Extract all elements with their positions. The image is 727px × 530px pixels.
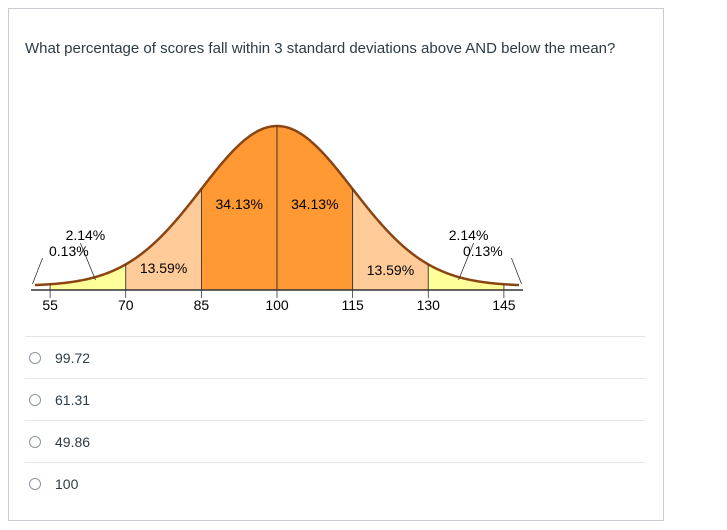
question-card: What percentage of scores fall within 3 … — [8, 8, 664, 521]
x-tick-label-115: 115 — [341, 297, 364, 313]
x-tick-label-145: 145 — [492, 297, 516, 313]
radio-button[interactable] — [29, 477, 41, 490]
radio-button[interactable] — [29, 435, 41, 448]
chart-svg: 55 70 85 100 115 130 145 2.14% 13.59% 34.13% 34.13… — [31, 124, 523, 313]
answer-label: 100 — [55, 475, 79, 492]
radio-button[interactable] — [29, 351, 41, 364]
radio-button[interactable] — [29, 393, 41, 406]
answer-label: 61.31 — [55, 391, 91, 408]
answer-list: 99.72 61.31 49.86 100 — [25, 336, 645, 504]
tail-label-right: 0.13% — [463, 243, 503, 259]
region-1 — [49, 263, 127, 291]
region-label-3: 34.13% — [215, 196, 262, 212]
answer-option-3[interactable]: 49.86 — [25, 420, 645, 462]
region-label-6: 2.14% — [449, 227, 489, 243]
normal-distribution-chart: 55 70 85 100 115 130 145 2.14% 13.59% 34.13% 34.13… — [9, 108, 665, 328]
pointer-left-tail — [32, 257, 43, 285]
answer-option-2[interactable]: 61.31 — [25, 378, 645, 420]
region-label-2: 13.59% — [140, 260, 187, 276]
x-tick-label-85: 85 — [194, 297, 210, 313]
tail-label-left: 0.13% — [49, 243, 89, 259]
card-top-border — [9, 8, 663, 9]
region-label-5: 13.59% — [367, 262, 414, 278]
answer-option-4[interactable]: 100 — [25, 462, 645, 504]
answer-label: 49.86 — [55, 433, 91, 450]
answer-option-1[interactable]: 99.72 — [25, 336, 645, 378]
x-tick-label-100: 100 — [265, 297, 289, 313]
x-tick-label-130: 130 — [417, 297, 441, 313]
region-label-4: 34.13% — [291, 196, 338, 212]
x-tick-label-70: 70 — [118, 297, 134, 313]
pointer-right-2 — [458, 242, 474, 281]
question-text: What percentage of scores fall within 3 … — [25, 40, 616, 57]
pointer-right-tail — [511, 257, 522, 285]
region-label-1: 2.14% — [66, 227, 106, 243]
answer-label: 99.72 — [55, 349, 91, 366]
pointer-left-2 — [80, 242, 96, 281]
x-tick-label-55: 55 — [42, 297, 58, 313]
region-6 — [427, 263, 505, 291]
